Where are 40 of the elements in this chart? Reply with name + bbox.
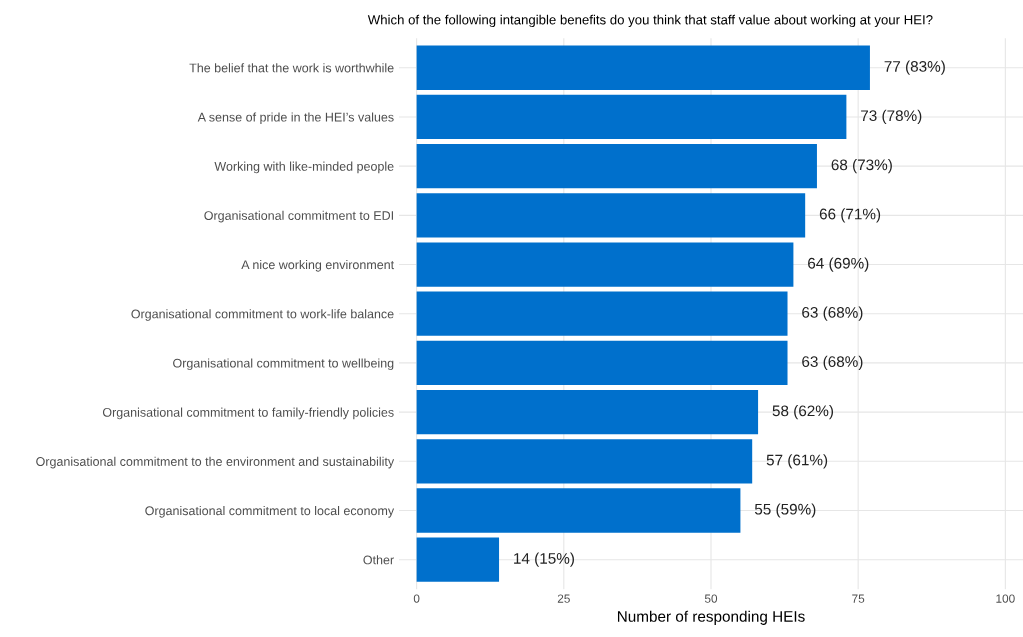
data-label: 77 (83%)	[884, 60, 945, 75]
bar	[416, 143, 817, 189]
y-tick-label: Organisational commitment to local economy	[145, 505, 395, 518]
y-tick-label: Other	[363, 555, 394, 565]
y-tick-label: The belief that the work is worthwhile	[189, 63, 394, 73]
y-tick-label: A sense of pride in the HEI’s values	[197, 112, 394, 125]
y-tick-label: Organisational commitment to wellbeing	[173, 358, 394, 371]
x-tick-label: 50	[704, 594, 718, 603]
bar	[416, 488, 741, 533]
x-tick-label: 75	[852, 594, 865, 603]
x-tick-label: 25	[557, 594, 570, 603]
x-tick-label: 0	[413, 594, 420, 603]
chart-title: Which of the following intangible benefits do you think that staff value about working at your HEI?	[367, 14, 933, 28]
bar	[416, 242, 794, 287]
data-label: 68 (73%)	[831, 159, 892, 174]
y-tick-label: Organisational commitment to work-life balance	[131, 309, 394, 321]
bar	[416, 45, 870, 90]
y-tick-label: Organisational commitment to the environment and sustainability	[36, 456, 395, 469]
bar	[416, 389, 759, 435]
data-label: 14 (15%)	[514, 552, 574, 567]
data-label: 66 (71%)	[819, 208, 881, 223]
bar	[416, 94, 847, 140]
y-tick-label: Working with like-minded people	[214, 161, 394, 174]
x-axis-title: Number of responding HEIs	[617, 610, 805, 625]
x-tick-label: 100	[996, 594, 1015, 603]
data-label: 58 (62%)	[772, 405, 834, 420]
bar	[416, 340, 788, 386]
y-tick-label: Organisational commitment to EDI	[204, 210, 393, 223]
bar	[416, 291, 788, 336]
bar	[416, 439, 753, 484]
data-label: 64 (69%)	[808, 257, 869, 272]
data-label: 63 (68%)	[802, 355, 863, 371]
y-tick-label: Organisational commitment to family-friendly policies	[102, 407, 394, 420]
data-label: 57 (61%)	[766, 454, 828, 469]
data-label: 63 (68%)	[802, 306, 863, 321]
bar	[416, 193, 806, 238]
bar	[416, 537, 500, 582]
data-label: 55 (59%)	[754, 503, 816, 518]
y-tick-label: A nice working environment	[241, 260, 395, 272]
data-label: 73 (78%)	[861, 109, 922, 125]
